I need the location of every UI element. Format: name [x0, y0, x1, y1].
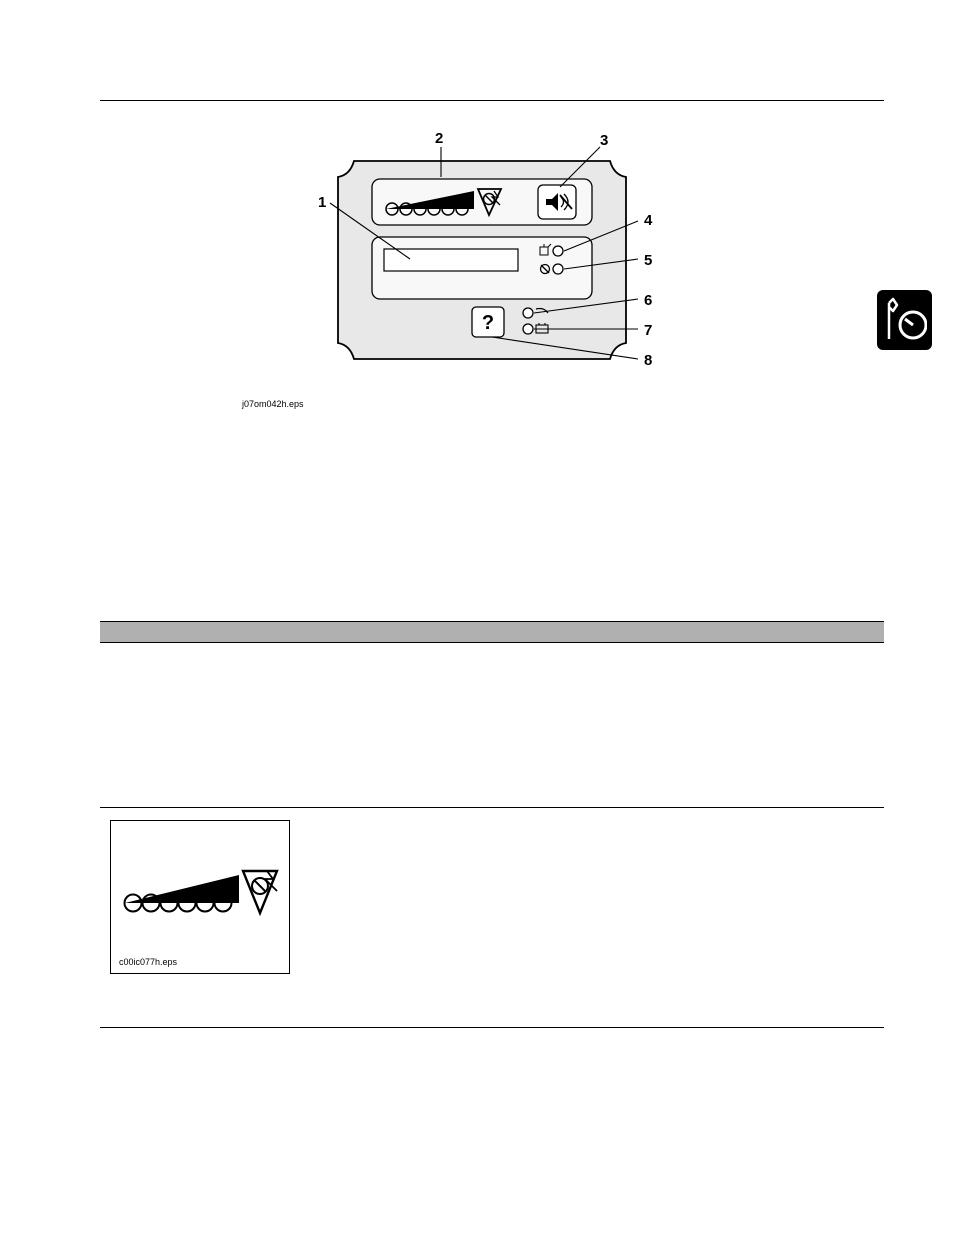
strike-alert-icon	[119, 865, 283, 921]
table-row	[100, 643, 884, 808]
callout-4: 4	[644, 212, 653, 229]
table-cell	[320, 808, 540, 1028]
table-cell	[100, 643, 320, 808]
panel-svg: ? 1 2 3 4 5 6 7 8	[242, 131, 742, 391]
callout-8: 8	[644, 352, 652, 369]
table-cell	[320, 643, 540, 808]
table-header-1	[100, 622, 320, 643]
controls-tab-icon	[883, 297, 927, 343]
callout-6: 6	[644, 292, 652, 309]
svg-text:?: ?	[482, 312, 494, 334]
side-tab-controls	[877, 290, 932, 350]
controls-table: c00ic077h.eps	[100, 621, 884, 1028]
table-cell	[539, 643, 884, 808]
callout-2: 2	[435, 131, 443, 147]
table-header-row	[100, 622, 884, 643]
panel-diagram: ? 1 2 3 4 5 6 7 8	[242, 131, 742, 391]
icon-box-caption: c00ic077h.eps	[119, 957, 177, 967]
table-cell	[539, 808, 884, 1028]
diagram-caption: j07om042h.eps	[242, 399, 304, 409]
callout-1: 1	[318, 194, 326, 211]
table-cell: c00ic077h.eps	[100, 808, 320, 1028]
callout-5: 5	[644, 252, 652, 269]
callout-7: 7	[644, 322, 652, 339]
table-row: c00ic077h.eps	[100, 808, 884, 1028]
strike-alert-icon-box: c00ic077h.eps	[110, 820, 290, 974]
page: ? 1 2 3 4 5 6 7 8	[0, 0, 954, 1235]
table-header-2	[320, 622, 540, 643]
table-header-3	[539, 622, 884, 643]
header-rule	[100, 100, 884, 101]
callout-3: 3	[600, 132, 608, 149]
